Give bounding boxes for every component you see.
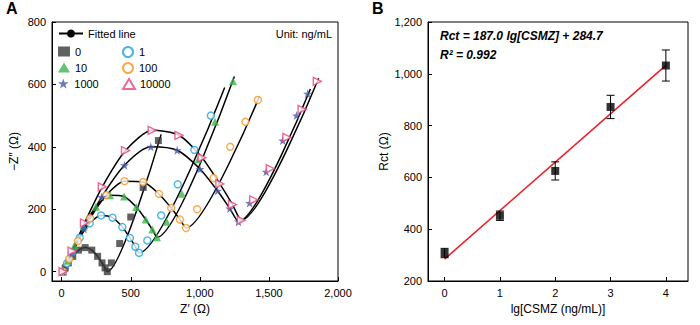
svg-text:1000: 1000 [74,78,98,90]
svg-text:800: 800 [28,16,46,28]
svg-text:A: A [6,0,18,17]
svg-text:200: 200 [28,203,46,215]
svg-text:1: 1 [497,287,503,299]
svg-text:B: B [372,0,384,17]
svg-text:1,500: 1,500 [255,287,283,299]
svg-text:Unit: ng/mL: Unit: ng/mL [276,28,332,40]
svg-text:1,200: 1,200 [394,16,422,28]
svg-text:Fitted line: Fitted line [88,28,136,40]
svg-text:−Z″ (Ω): −Z″ (Ω) [7,132,21,171]
svg-text:500: 500 [122,287,140,299]
svg-text:1,000: 1,000 [186,287,214,299]
svg-text:200: 200 [404,275,422,287]
svg-text:Rct (Ω): Rct (Ω) [377,132,391,170]
svg-text:600: 600 [404,171,422,183]
svg-text:lg[CSMZ (ng/mL)]: lg[CSMZ (ng/mL)] [511,302,606,316]
svg-text:0: 0 [442,287,448,299]
svg-text:R² = 0.992: R² = 0.992 [440,48,497,62]
svg-text:2,000: 2,000 [324,287,352,299]
svg-text:10000: 10000 [140,78,171,90]
svg-text:Z′ (Ω): Z′ (Ω) [180,302,210,316]
svg-text:4: 4 [663,287,669,299]
svg-text:2: 2 [552,287,558,299]
svg-text:0: 0 [75,46,81,58]
svg-text:10: 10 [75,62,87,74]
svg-text:400: 400 [404,223,422,235]
svg-text:0: 0 [59,287,65,299]
svg-text:400: 400 [28,141,46,153]
svg-text:Rct = 187.0 lg[CSMZ] + 284.7: Rct = 187.0 lg[CSMZ] + 284.7 [440,29,604,43]
svg-text:0: 0 [40,266,46,278]
svg-text:1: 1 [139,46,145,58]
svg-text:600: 600 [28,78,46,90]
svg-text:100: 100 [139,62,157,74]
svg-text:1,000: 1,000 [394,68,422,80]
svg-text:800: 800 [404,120,422,132]
svg-text:3: 3 [607,287,613,299]
